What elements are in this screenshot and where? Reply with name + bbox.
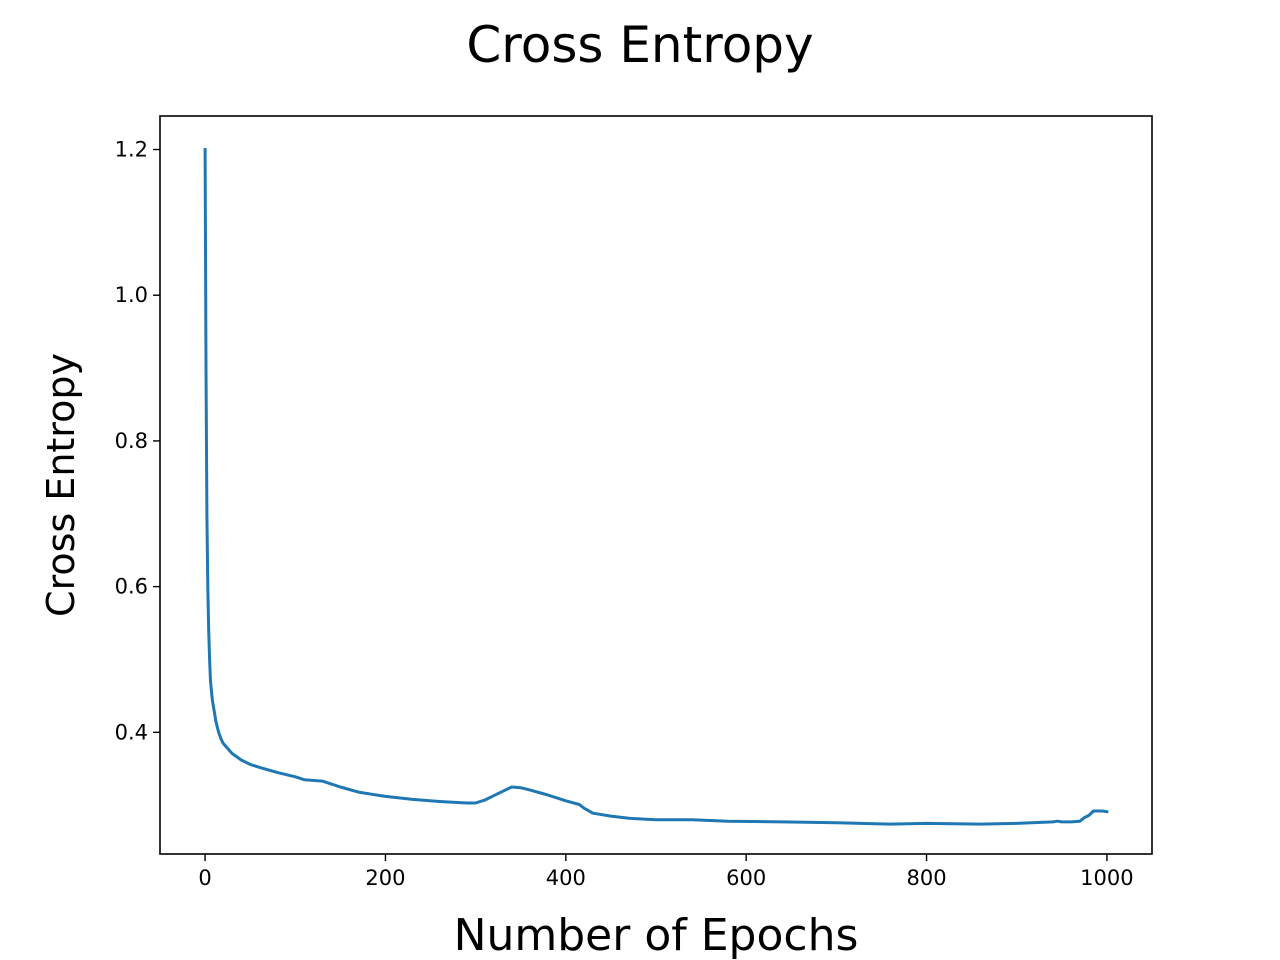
x-axis-label: Number of Epochs xyxy=(454,910,859,960)
plot-area xyxy=(203,147,1109,826)
series-line xyxy=(203,147,1109,826)
axes-frame xyxy=(159,115,1153,855)
chart-title: Cross Entropy xyxy=(466,16,813,74)
x-tick-label: 200 xyxy=(365,866,405,890)
x-tick-label: 400 xyxy=(546,866,586,890)
x-tick-label: 600 xyxy=(726,866,766,890)
x-tick-label: 1000 xyxy=(1080,866,1133,890)
y-tick-label: 0.4 xyxy=(115,720,148,744)
x-tick-label: 0 xyxy=(198,866,211,890)
y-tick-label: 1.0 xyxy=(115,283,148,307)
y-tick-label: 1.2 xyxy=(115,138,148,162)
x-axis: 0 200 400 600 800 1000 xyxy=(198,854,1134,890)
y-axis: 0.4 0.6 0.8 1.0 1.2 xyxy=(115,138,160,744)
y-tick-label: 0.6 xyxy=(115,575,148,599)
y-axis-label: Cross Entropy xyxy=(39,353,83,617)
y-tick-label: 0.8 xyxy=(115,429,148,453)
x-tick-label: 800 xyxy=(906,866,946,890)
